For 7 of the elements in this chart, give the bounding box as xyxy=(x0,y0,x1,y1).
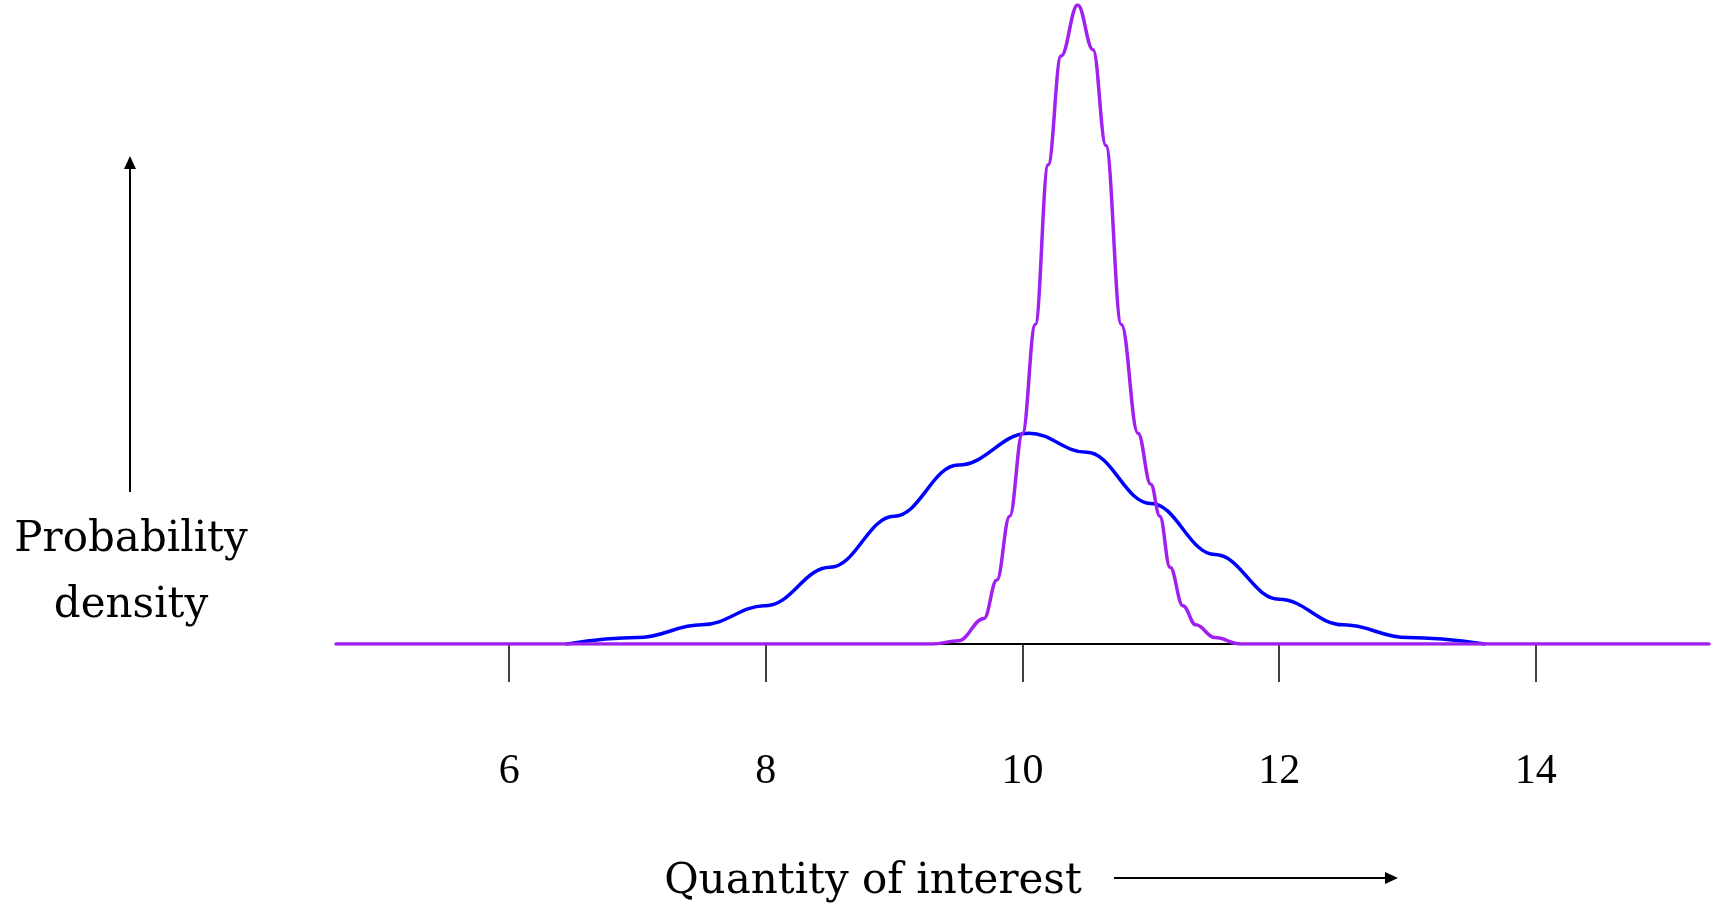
y-axis-title: Probability density xyxy=(13,511,249,629)
x-tick-label: 8 xyxy=(755,746,777,792)
x-tick-label: 10 xyxy=(1001,746,1044,792)
x-tick-label: 6 xyxy=(498,746,520,792)
x-tick-label: 14 xyxy=(1514,746,1557,792)
x-axis-title: Quantity of interest xyxy=(663,853,1083,905)
x-tick-label: 12 xyxy=(1258,746,1301,792)
